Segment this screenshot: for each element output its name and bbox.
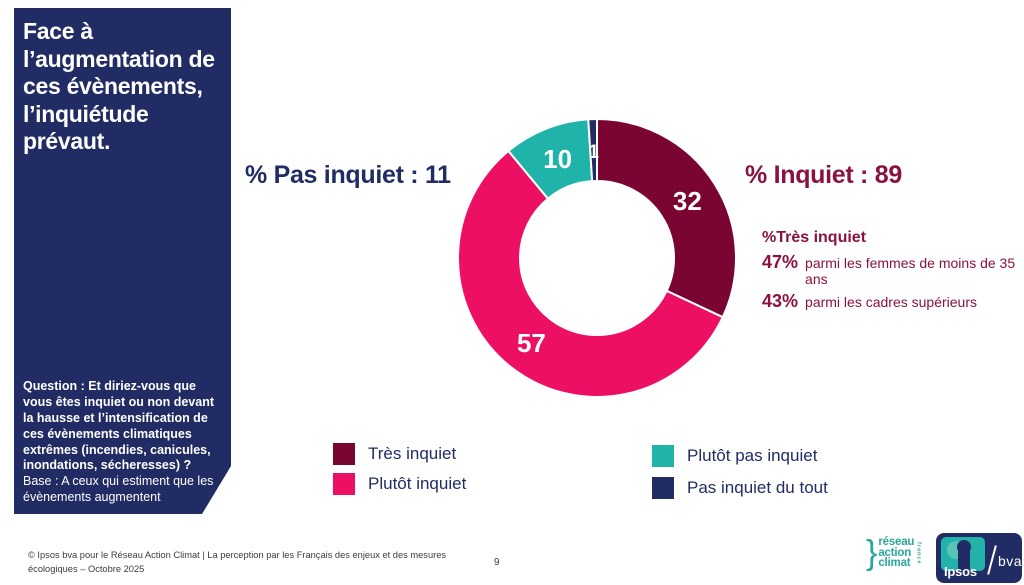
legend-label: Plutôt inquiet bbox=[368, 474, 467, 493]
legend-marker-plutot-pas-inquiet bbox=[652, 445, 674, 467]
rac-word: climat bbox=[878, 557, 911, 570]
legend-label: Pas inquiet du tout bbox=[687, 478, 828, 497]
donut-value-tres-inquiet: 32 bbox=[673, 186, 702, 216]
legend-item-plutot-inquiet: Plutôt inquiet bbox=[333, 473, 466, 495]
legend-marker-tres-inquiet bbox=[333, 443, 355, 465]
donut-segment-tres-inquiet bbox=[596, 118, 737, 319]
tres-inquiet-annotation: %Très inquiet 47% parmi les femmes de mo… bbox=[762, 229, 1024, 316]
question-block: Question : Et diriez-vous que vous êtes … bbox=[23, 379, 221, 506]
annotation-pct: 47% bbox=[762, 252, 799, 272]
annotation-text: parmi les cadres supérieurs bbox=[805, 294, 977, 310]
donut-chart: 32 57 10 1 bbox=[457, 118, 737, 398]
rac-logo: } réseau action climat france bbox=[866, 536, 921, 570]
legend-item-pas-inquiet-du-tout: Pas inquiet du tout bbox=[652, 477, 828, 499]
annotation-title: %Très inquiet bbox=[762, 229, 867, 246]
annotation-line: 47% parmi les femmes de moins de 35 ans bbox=[762, 252, 1024, 287]
legend-item-plutot-pas-inquiet: Plutôt pas inquiet bbox=[652, 445, 817, 467]
sidebar-panel: Face à l’augmentation de ces évènements,… bbox=[14, 8, 231, 514]
donut-value-plutot-inquiet: 57 bbox=[517, 328, 546, 358]
ipsos-logo-text: Ipsos bbox=[944, 564, 977, 579]
question-text: Question : Et diriez-vous que vous êtes … bbox=[23, 379, 214, 473]
donut-segment-pas-inquiet-du-tout bbox=[587, 118, 598, 183]
annotation-text: parmi les femmes de moins de 35 ans bbox=[805, 255, 1016, 287]
legend-label: Très inquiet bbox=[368, 444, 457, 463]
legend-marker-pas-inquiet-du-tout bbox=[652, 477, 674, 499]
legend-label: Plutôt pas inquiet bbox=[687, 446, 818, 465]
base-text: Base : A ceux qui estiment que les évène… bbox=[23, 474, 214, 505]
ipsos-bva-logo: Ipsos bva bbox=[936, 533, 1022, 583]
donut-value-pas-inquiet-du-tout: 1 bbox=[588, 142, 599, 163]
footer-source: © Ipsos bva pour le Réseau Action Climat… bbox=[28, 550, 447, 574]
rac-logo-text: réseau action climat bbox=[878, 535, 915, 570]
bva-logo-text: bva bbox=[998, 553, 1023, 569]
annotation-pct: 43% bbox=[762, 291, 799, 311]
donut-svg: 32 57 10 1 bbox=[457, 118, 737, 398]
ipsos-slash-divider bbox=[987, 545, 997, 575]
rac-word: action bbox=[878, 546, 912, 559]
rac-word: réseau bbox=[878, 535, 915, 548]
stat-pas-inquiet: % Pas inquiet : 11 bbox=[245, 161, 451, 189]
page-number: 9 bbox=[494, 557, 500, 568]
rac-france-text: france bbox=[915, 541, 922, 565]
legend-marker-plutot-inquiet bbox=[333, 473, 355, 495]
stat-inquiet: % Inquiet : 89 bbox=[745, 161, 902, 189]
ipsos-face-icon bbox=[941, 537, 985, 571]
donut-value-plutot-pas-inquiet: 10 bbox=[543, 144, 572, 174]
donut-segment-plutot-inquiet bbox=[457, 149, 725, 398]
slide-title: Face à l’augmentation de ces évènements,… bbox=[23, 18, 215, 155]
annotation-line: 43% parmi les cadres supérieurs bbox=[762, 291, 1024, 312]
legend-item-tres-inquiet: Très inquiet bbox=[333, 443, 456, 465]
rac-bracket-icon: } bbox=[866, 534, 878, 572]
